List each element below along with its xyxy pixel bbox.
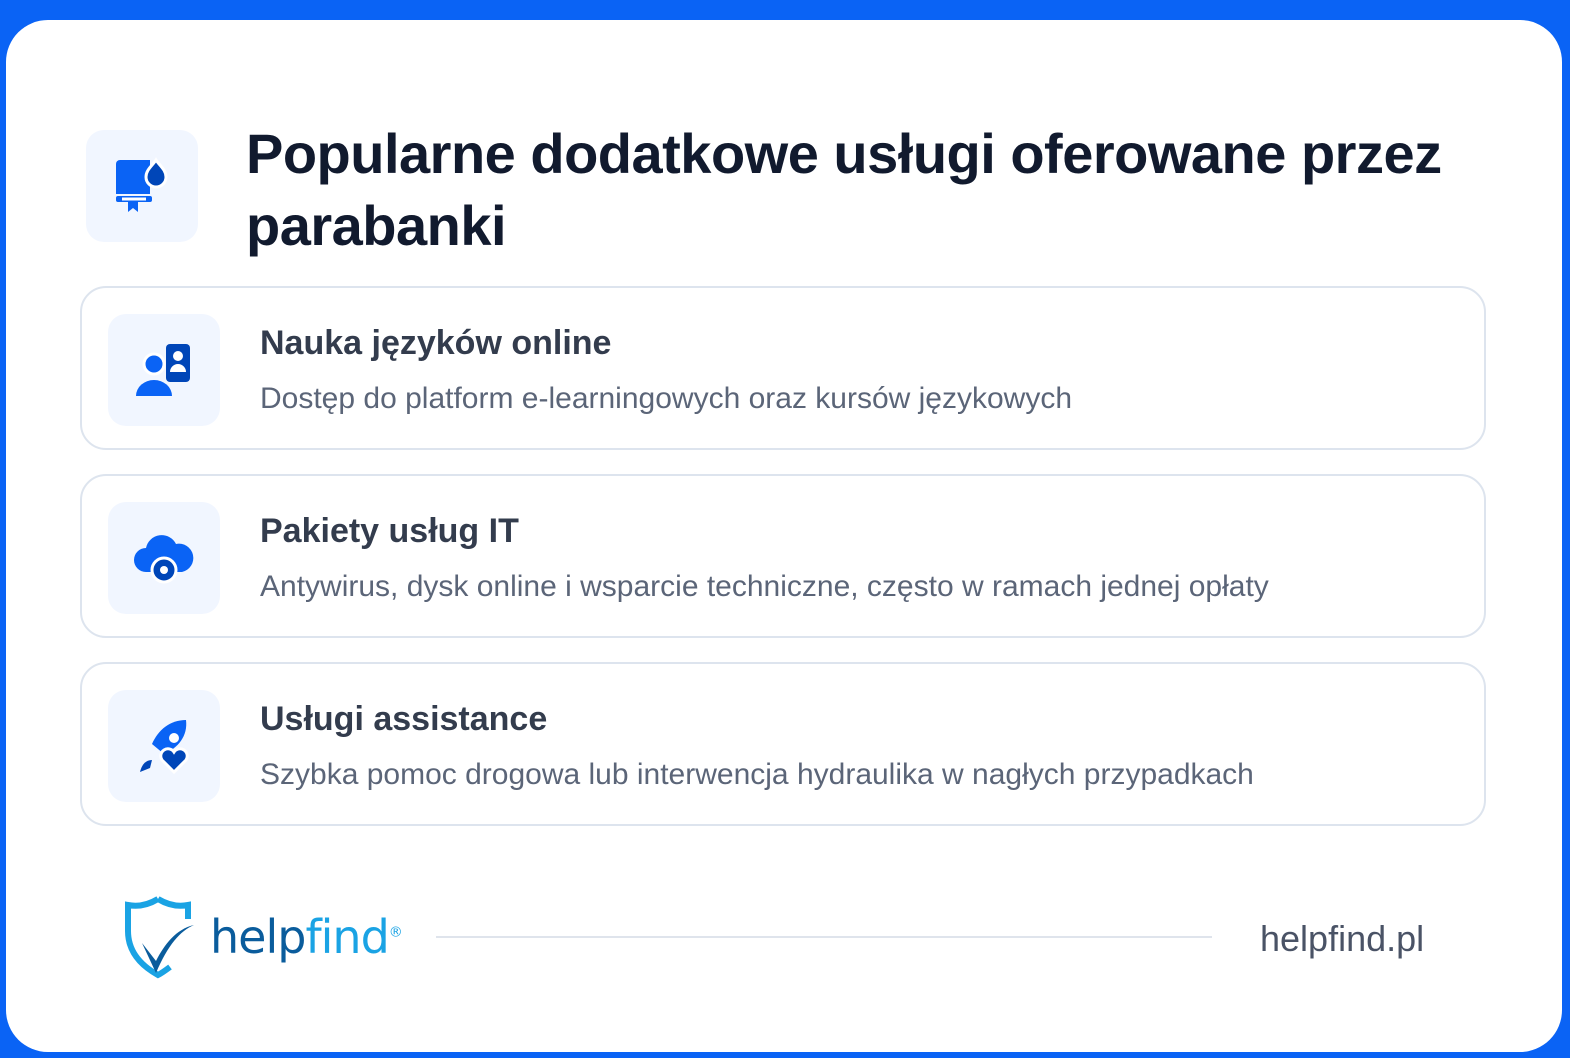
list-item: Usługi assistance Szybka pomoc drogowa l… — [80, 662, 1486, 826]
logo-text-find: find — [305, 910, 389, 964]
registered-mark: ® — [388, 924, 403, 941]
item-description: Antywirus, dysk online i wsparcie techni… — [260, 570, 1269, 603]
item-description: Szybka pomoc drogowa lub interwencja hyd… — [260, 758, 1254, 791]
helpfind-logo: helpfind® — [124, 895, 403, 979]
online-tutor-icon — [108, 314, 220, 426]
book-drop-icon — [86, 130, 198, 242]
site-url: helpfind.pl — [1260, 918, 1425, 959]
item-description: Dostęp do platform e-learningowych oraz … — [260, 382, 1073, 415]
item-title: Pakiety usług IT — [260, 512, 519, 550]
cloud-gear-icon — [108, 502, 220, 614]
divider — [436, 936, 1212, 938]
item-title: Nauka języków online — [260, 324, 612, 362]
page-title: Popularne dodatkowe usługi oferowane prz… — [246, 122, 1442, 257]
item-title: Usługi assistance — [260, 700, 548, 738]
logo-text-help: help — [210, 910, 306, 964]
list-item: Pakiety usług IT Antywirus, dysk online … — [80, 474, 1486, 638]
rocket-heart-icon — [108, 690, 220, 802]
list-item: Nauka języków online Dostęp do platform … — [80, 286, 1486, 450]
shield-check-icon — [125, 896, 194, 979]
